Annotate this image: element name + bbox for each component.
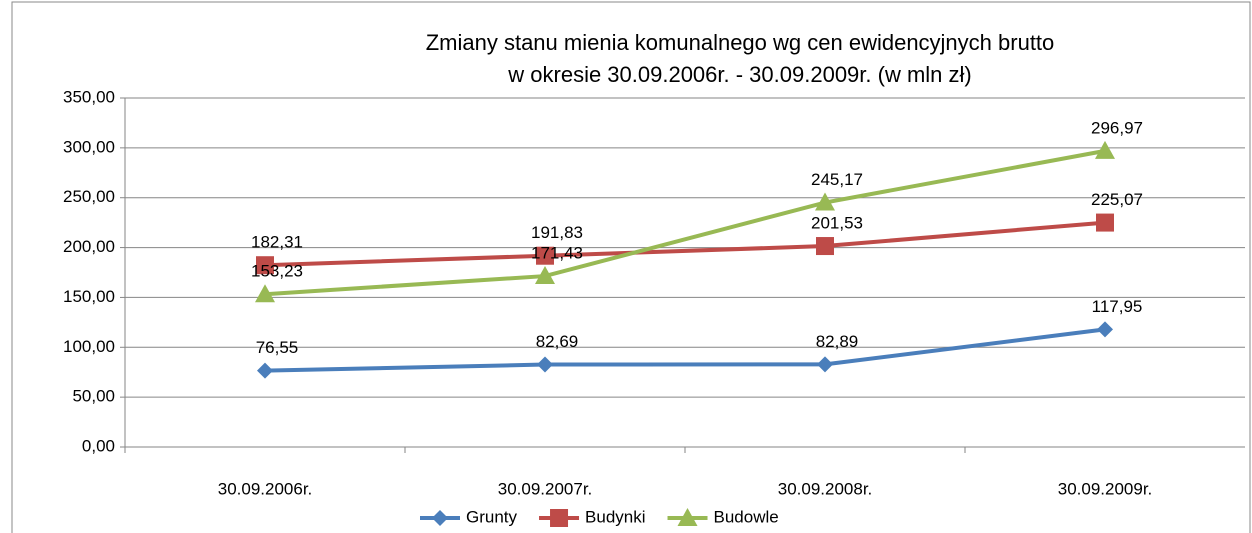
series-line	[264, 327, 1106, 373]
data-label: 82,89	[816, 332, 859, 351]
data-label: 171,43	[531, 244, 583, 263]
x-tick-label: 30.09.2006r.	[218, 479, 313, 498]
legend-marker	[550, 509, 569, 527]
point	[536, 246, 554, 265]
point	[817, 356, 833, 373]
data-label: 76,55	[256, 338, 299, 357]
point	[815, 192, 835, 211]
point	[816, 237, 834, 256]
point	[535, 266, 555, 285]
legend-label: Grunty	[466, 507, 518, 526]
data-label: 182,31	[251, 233, 303, 252]
y-tick-label: 100,00	[63, 337, 115, 356]
x-tick-label: 30.09.2009r.	[1058, 479, 1153, 498]
data-label: 191,83	[531, 223, 583, 242]
chart-title: w okresie 30.09.2006r. - 30.09.2009r. (w…	[507, 62, 971, 87]
data-label: 296,97	[1091, 118, 1143, 137]
point	[1095, 140, 1115, 159]
legend-label: Budowle	[714, 507, 779, 526]
legend-marker	[432, 510, 448, 526]
data-label: 82,69	[536, 332, 579, 351]
legend-marker	[677, 508, 698, 526]
y-tick-label: 50,00	[72, 387, 115, 406]
x-tick-label: 30.09.2007r.	[498, 479, 593, 498]
y-tick-label: 300,00	[63, 137, 115, 156]
data-label: 225,07	[1091, 190, 1143, 209]
data-label: 245,17	[811, 170, 863, 189]
legend-label: Budynki	[585, 507, 645, 526]
x-tick-label: 30.09.2008r.	[778, 479, 873, 498]
data-label: 201,53	[811, 214, 863, 233]
chart-frame	[11, 1, 1251, 533]
point	[257, 362, 273, 379]
y-tick-label: 250,00	[63, 187, 115, 206]
data-label: 117,95	[1092, 297, 1143, 316]
point	[1096, 213, 1114, 232]
data-label: 153,23	[251, 262, 303, 281]
chart-title: Zmiany stanu mienia komunalnego wg cen e…	[426, 30, 1055, 55]
point	[256, 256, 274, 275]
y-tick-label: 150,00	[63, 287, 115, 306]
y-tick-label: 0,00	[82, 436, 115, 455]
y-tick-label: 350,00	[63, 87, 115, 106]
y-tick-label: 200,00	[63, 237, 115, 256]
series-line	[264, 148, 1106, 297]
series-line	[264, 220, 1106, 268]
point	[537, 356, 553, 373]
point	[1097, 321, 1113, 338]
point	[255, 284, 275, 303]
